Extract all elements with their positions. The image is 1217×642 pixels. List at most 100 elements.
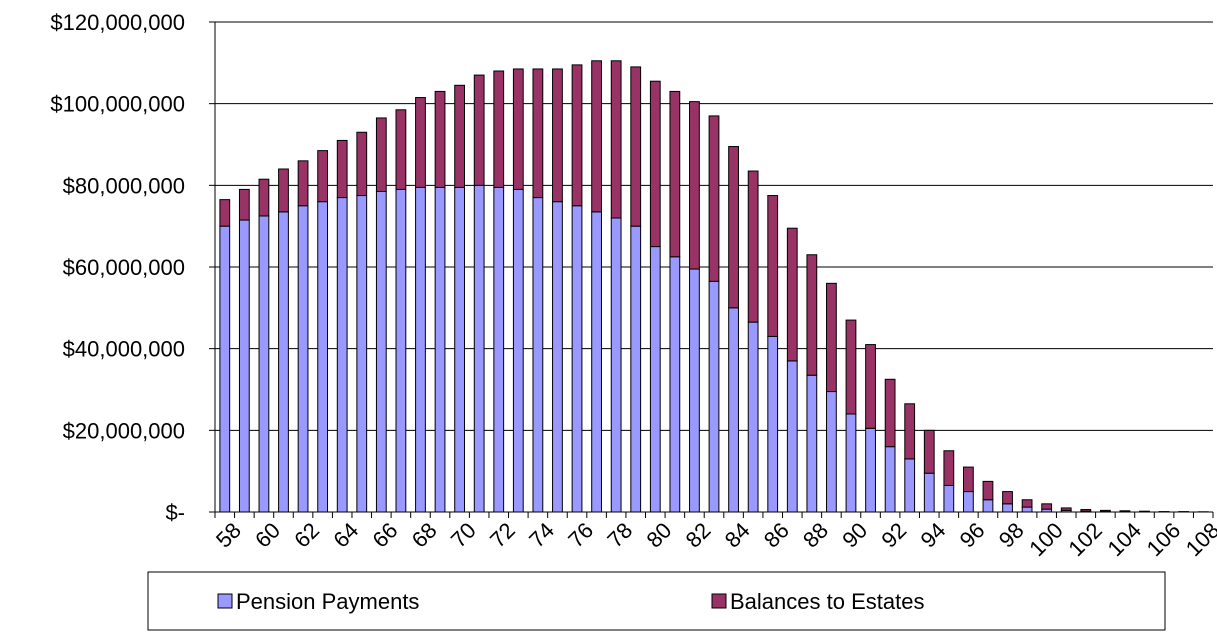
bar-segment (416, 98, 426, 188)
x-tick-label: 78 (602, 518, 637, 553)
bar-segment (1003, 492, 1013, 504)
x-tick-label: 94 (915, 518, 950, 553)
bar-segment (807, 375, 817, 512)
bar-segment (690, 102, 700, 269)
legend-swatch (218, 594, 232, 608)
x-tick-label: 58 (211, 518, 246, 553)
legend-label: Balances to Estates (730, 589, 924, 614)
bar-segment (866, 428, 876, 512)
bar-segment (1022, 500, 1032, 507)
bar-segment (396, 110, 406, 190)
bar-segment (298, 206, 308, 512)
x-tick-label: 72 (485, 518, 520, 553)
bar-segment (866, 345, 876, 429)
x-tick-label: 100 (1024, 518, 1068, 562)
bar-segment (924, 430, 934, 473)
bar-segment (1061, 508, 1071, 510)
y-tick-label: $100,000,000 (50, 92, 185, 117)
bar-segment (787, 228, 797, 361)
bar-segment (885, 447, 895, 512)
x-tick-label: 66 (368, 518, 403, 553)
bar-segment (748, 171, 758, 322)
x-tick-label: 84 (720, 518, 755, 553)
bar-segment (259, 179, 269, 216)
bar-segment (1022, 507, 1032, 512)
bar-segment (357, 196, 367, 512)
x-tick-label: 68 (407, 518, 442, 553)
bar-segment (239, 189, 249, 220)
bar-segment (944, 485, 954, 512)
bar-segment (905, 404, 915, 459)
x-tick-label: 90 (837, 518, 872, 553)
bar-segment (220, 226, 230, 512)
x-tick-label: 92 (876, 518, 911, 553)
x-tick-label: 82 (681, 518, 716, 553)
x-tick-label: 74 (524, 518, 559, 553)
x-tick-label: 60 (250, 518, 285, 553)
bar-segment (553, 69, 563, 202)
x-tick-label: 80 (641, 518, 676, 553)
bar-segment (494, 187, 504, 512)
bar-segment (983, 500, 993, 512)
bar-segment (592, 212, 602, 512)
bar-segment (1003, 504, 1013, 512)
bar-segment (964, 467, 974, 492)
legend-swatch (712, 594, 726, 608)
bar-segment (416, 187, 426, 512)
x-tick-label: 98 (994, 518, 1029, 553)
y-tick-label: $20,000,000 (63, 418, 185, 443)
bar-segment (1081, 510, 1091, 512)
bar-segment (787, 361, 797, 512)
bar-segment (827, 283, 837, 391)
bar-segment (435, 91, 445, 187)
bar-segment (455, 85, 465, 187)
x-tick-label: 76 (563, 518, 598, 553)
bar-segment (279, 169, 289, 212)
x-tick-label: 64 (328, 518, 363, 553)
bar-segment (572, 206, 582, 512)
bar-segment (592, 61, 602, 212)
bar-segment (905, 459, 915, 512)
bar-segment (220, 200, 230, 227)
bar-segment (337, 140, 347, 197)
bar-segment (611, 61, 621, 218)
x-tick-label: 86 (759, 518, 794, 553)
bar-segment (376, 191, 386, 512)
bar-segment (885, 379, 895, 446)
bar-segment (572, 65, 582, 206)
bar-segment (298, 161, 308, 206)
y-tick-label: $60,000,000 (63, 255, 185, 280)
bar-segment (239, 220, 249, 512)
bar-segment (690, 269, 700, 512)
bar-segment (827, 392, 837, 512)
bar-segment (494, 71, 504, 187)
bar-segment (846, 414, 856, 512)
bar-segment (670, 257, 680, 512)
x-tick-label: 70 (446, 518, 481, 553)
bar-segment (318, 202, 328, 512)
bar-segment (748, 322, 758, 512)
x-tick-label: 62 (289, 518, 324, 553)
bar-segment (709, 116, 719, 281)
bar-segment (553, 202, 563, 512)
bar-segment (279, 212, 289, 512)
bar-segment (259, 216, 269, 512)
bar-segment (729, 147, 739, 308)
bar-segment (768, 196, 778, 337)
bar-segment (1100, 510, 1110, 511)
bar-segment (533, 69, 543, 198)
bar-segment (709, 281, 719, 512)
bar-segment (513, 69, 523, 189)
bar-segment (318, 151, 328, 202)
bar-segment (337, 198, 347, 512)
bar-segment (924, 473, 934, 512)
bar-segment (474, 185, 484, 512)
x-tick-label: 104 (1102, 518, 1146, 562)
bar-segment (533, 198, 543, 512)
bar-segment (650, 247, 660, 512)
bar-segment (729, 308, 739, 512)
bar-segment (513, 189, 523, 512)
bar-segment (357, 132, 367, 195)
bar-segment (768, 336, 778, 512)
